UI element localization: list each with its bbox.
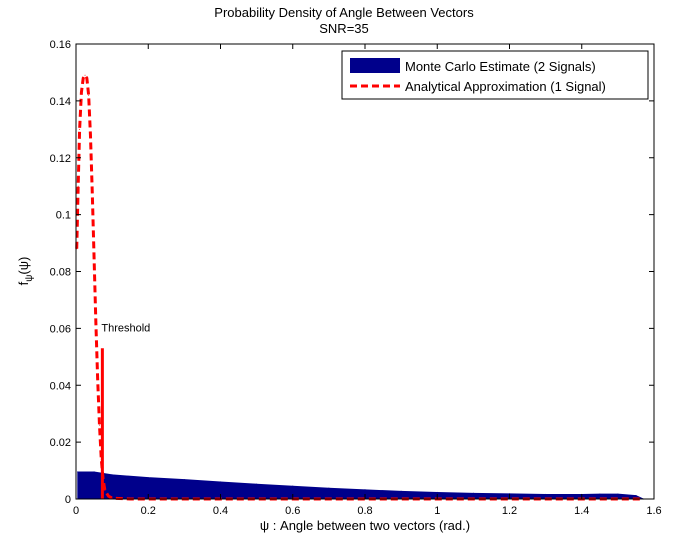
monte-carlo-point [472, 492, 474, 494]
monte-carlo-point [93, 471, 95, 473]
monte-carlo-point [635, 494, 637, 497]
analytical-point [100, 458, 102, 460]
chart-title: Probability Density of Angle Between Vec… [214, 5, 474, 20]
monte-carlo-histogram [77, 471, 644, 500]
monte-carlo-point [545, 493, 547, 496]
y-tick-label: 0.04 [50, 380, 71, 392]
y-axis-label-main: f [16, 281, 31, 285]
y-tick-label: 0.02 [50, 437, 71, 449]
monte-carlo-point [599, 493, 601, 495]
monte-carlo-point [183, 479, 185, 481]
plot-frame [76, 44, 654, 499]
monte-carlo-point [328, 487, 330, 489]
analytical-point [84, 74, 86, 76]
analytical-point [82, 77, 84, 79]
y-tick-label: 0.14 [50, 96, 71, 108]
analytical-point [88, 94, 90, 96]
analytical-point [79, 128, 81, 130]
y-tick-label: 0.08 [50, 267, 71, 279]
monte-carlo-point [436, 491, 438, 494]
y-tick-label: 0 [65, 494, 71, 506]
y-axis-label-argument: (ψ) [16, 257, 31, 275]
x-axis-label: ψ : Angle between two vectors (rad.) [260, 518, 470, 533]
x-tick-label: 0.4 [213, 505, 228, 517]
x-tick-label: 0.2 [141, 505, 156, 517]
analytical-point [86, 77, 88, 79]
monte-carlo-point [617, 493, 619, 495]
legend-label-monte-carlo: Monte Carlo Estimate (2 Signals) [405, 59, 596, 74]
monte-carlo-point [364, 489, 366, 491]
y-tick-label: 0.12 [50, 153, 71, 165]
x-tick-label: 1.6 [646, 505, 661, 517]
analytical-point [77, 185, 79, 187]
y-tick-label: 0.16 [50, 39, 71, 51]
analytical-point [108, 495, 110, 497]
threshold-label: Threshold [101, 322, 150, 334]
chart-subtitle: SNR=35 [319, 21, 369, 36]
legend-swatch-monte-carlo [350, 58, 400, 73]
monte-carlo-point [219, 481, 222, 483]
analytical-point [80, 91, 82, 93]
y-axis-label: fψ(ψ) [16, 257, 35, 286]
y-axis-label-subscript: ψ [24, 275, 35, 282]
analytical-point [89, 134, 91, 136]
monte-carlo-point [292, 485, 294, 487]
monte-carlo-point [111, 474, 113, 476]
monte-carlo-point [147, 477, 149, 479]
analytical-point [95, 322, 97, 324]
ticks-layer: 0 0.2 0.4 0.6 0.8 1 1.2 1.4 1.6 0 0.02 0.04 0.06 0.08… [50, 39, 662, 517]
analytical-point [104, 489, 106, 491]
x-tick-label: 0.8 [357, 505, 372, 517]
analytical-point [93, 256, 95, 258]
analytical-point [111, 497, 113, 499]
y-tick-label: 0.06 [50, 323, 71, 335]
analytical-point [102, 478, 104, 480]
legend: Monte Carlo Estimate (2 Signals) Analyti… [341, 50, 649, 100]
x-tick-label: 0.6 [285, 505, 300, 517]
x-tick-label: 0 [73, 505, 79, 517]
monte-carlo-point [400, 490, 402, 492]
plot-area [76, 44, 654, 499]
x-tick-label: 1.2 [502, 505, 517, 517]
monte-carlo-point [256, 483, 258, 485]
monte-carlo-point [77, 471, 79, 473]
legend-label-analytical: Analytical Approximation (1 Signal) [405, 79, 606, 94]
analytical-point [91, 191, 93, 193]
y-tick-label: 0.1 [56, 210, 71, 222]
x-tick-label: 1 [434, 505, 440, 517]
analytical-point [98, 424, 100, 426]
svg-text:fψ(ψ): fψ(ψ) [16, 257, 35, 286]
x-tick-label: 1.4 [574, 505, 589, 517]
histogram-layer [77, 471, 644, 500]
analytical-point [97, 379, 99, 381]
